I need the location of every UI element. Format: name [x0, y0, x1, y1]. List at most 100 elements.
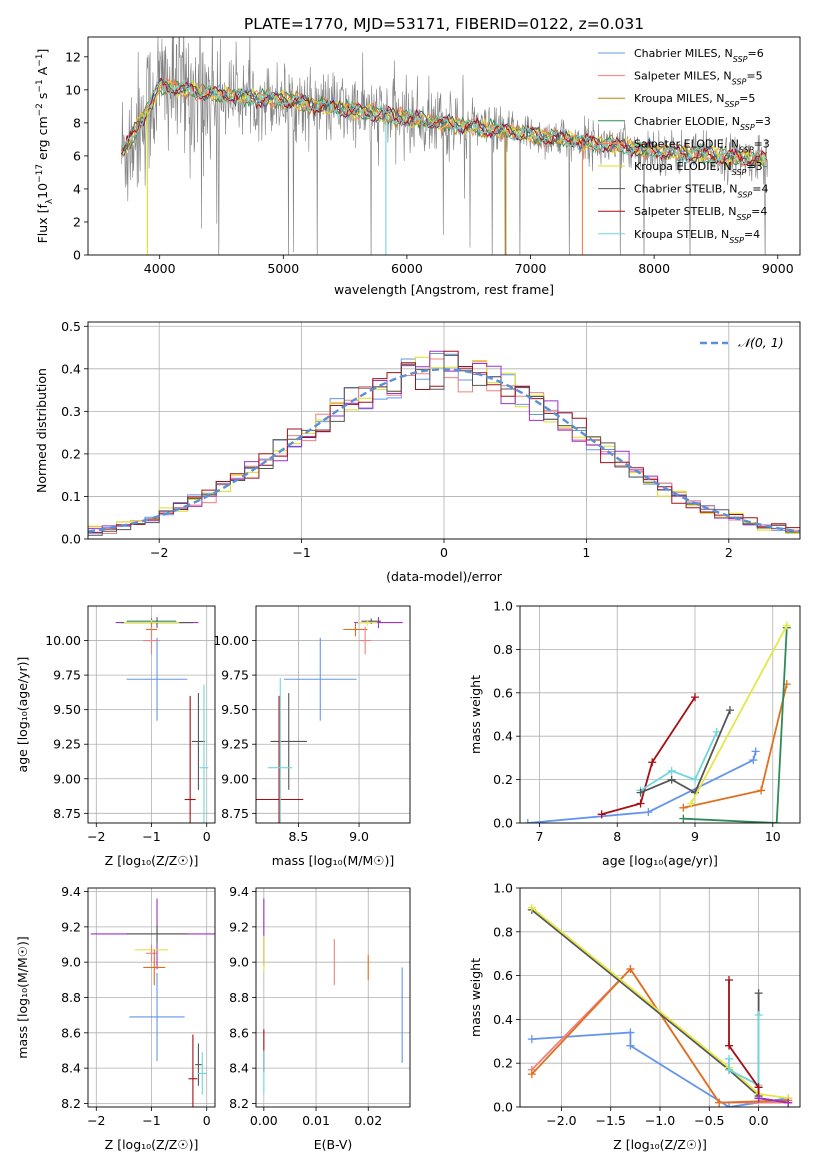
spectrum-ylabel-part: erg cm	[35, 116, 50, 164]
spectrum-ylabel-part: Flux [f	[35, 204, 50, 244]
age_vs_mass-frame	[255, 605, 411, 824]
spectrum-ylabel-part: 10	[35, 183, 50, 199]
spectrum-xtick-label: 7000	[515, 261, 547, 276]
residuals-plot-area	[88, 350, 800, 537]
mass_vs_ebv-frame	[255, 887, 411, 1108]
weight_vs_age-xtick-label: 8	[613, 829, 621, 844]
legend-n: , N	[714, 228, 729, 241]
spectrum-plot-area	[120, 37, 768, 255]
legend-ssp-sub: SSP	[732, 77, 747, 86]
weight_vs_age-point-marker	[679, 803, 688, 812]
weight_vs_age-point-marker	[751, 747, 760, 756]
spectrum-data-line	[121, 37, 768, 255]
legend-series-name: Chabrier MILES	[634, 47, 718, 60]
legend-n: , N	[721, 205, 736, 218]
spectrum-xtick-label: 9000	[762, 261, 794, 276]
spectrum-model-line	[121, 78, 767, 166]
age_vs_Z-ytick-label: 8.75	[53, 806, 81, 821]
weight_vs_age-xlabel: age [log₁₀(age/yr)]	[602, 853, 718, 868]
weight_vs_Z-point-marker	[725, 1103, 734, 1107]
weight_vs_Z-series-line	[531, 967, 789, 1104]
age_vs_Z-ytick-label: 9.75	[53, 668, 81, 683]
age_vs_Z-xlabel: Z [log₁₀(Z/Z☉)]	[105, 853, 199, 868]
residuals-frame	[87, 321, 801, 540]
spectrum-ylabel-part: −2	[35, 103, 45, 116]
mass_vs_ebv-xtick-label: 0.02	[354, 1113, 382, 1128]
weight_vs_age-ytick-label: 0.4	[493, 729, 513, 744]
mass_vs_Z-plot-area	[90, 898, 215, 1107]
age_vs_Z-xtick-label: −2	[87, 829, 105, 844]
residuals-xtick-label: −1	[292, 545, 310, 560]
residuals-xtick-label: 2	[725, 545, 733, 560]
legend-eq: =	[746, 160, 755, 173]
legend-label: Kroupa ELODIE, NSSP=3	[634, 160, 763, 177]
legend-series-name: Kroupa ELODIE	[634, 160, 716, 173]
legend-ssp-sub: SSP	[738, 190, 753, 199]
legend-eq: =	[739, 92, 748, 105]
legend-label: Kroupa STELIB, NSSP=4	[634, 228, 760, 245]
legend-n: , N	[724, 137, 739, 150]
weight_vs_Z-point-marker	[626, 1041, 635, 1050]
residuals-xtick-label: 1	[582, 545, 590, 560]
weight_vs_Z-point-marker	[527, 1070, 536, 1079]
legend-eq: =	[754, 137, 763, 150]
legend-n: , N	[709, 92, 724, 105]
mass_vs_Z-xtick-label: 0	[203, 1113, 211, 1128]
weight_vs_age-point-marker	[772, 819, 781, 823]
spectrum-xtick-label: 6000	[391, 261, 423, 276]
mass_vs_ebv-xtick-label: 0.00	[250, 1113, 278, 1128]
age_vs_mass-ytick-label: 9.50	[221, 702, 249, 717]
weight_vs_age-series-line	[690, 625, 788, 804]
weight_vs_Z-ytick-label: 0.0	[493, 1100, 513, 1115]
weight_vs_Z-point-marker	[784, 1098, 793, 1107]
mass_vs_ebv-ytick-label: 8.2	[229, 1096, 249, 1111]
weight_vs_age-point-marker	[523, 819, 532, 823]
weight_vs_Z-point-marker	[715, 1098, 724, 1107]
mass_vs_Z-xtick-label: −1	[142, 1113, 160, 1128]
weight_vs_Z-plot-area	[527, 903, 793, 1107]
spectrum-ylabel-part: −1	[35, 54, 45, 67]
weight_vs_Z-xtick-label: −1.0	[645, 1113, 675, 1128]
age_vs_mass-ytick-label: 9.75	[221, 668, 249, 683]
legend-ssp-sub: SSP	[724, 100, 739, 109]
age_vs_mass-ytick-label: 8.75	[221, 806, 249, 821]
legend-n-ssp: 3	[756, 160, 763, 173]
weight_vs_age-ytick-label: 0.0	[493, 816, 513, 831]
spectrum-ylabel-part: −17	[35, 164, 45, 183]
mass_vs_Z-ytick-label: 9.4	[61, 884, 81, 899]
age_vs_Z-ytick-label: 9.00	[53, 771, 81, 786]
mass_vs_ebv-xlabel: E(B-V)	[314, 1137, 353, 1152]
legend-series-name: Kroupa STELIB	[634, 228, 714, 241]
mass_vs_Z-ytick-label: 8.6	[61, 1025, 81, 1040]
legend-label: Kroupa MILES, NSSP=5	[634, 92, 755, 109]
spectrum-xlabel: wavelength [Angstrom, rest frame]	[334, 282, 554, 297]
weight_vs_age-point-marker	[691, 693, 699, 702]
spectrum-frame	[87, 36, 801, 256]
spectrum-xtick-label: 8000	[638, 261, 670, 276]
spectrum-ytick-label: 2	[73, 214, 81, 229]
legend-ssp-sub: SSP	[739, 145, 754, 154]
plot-layer: 4000 5000 6000 7000 8000 9000024681012wavelen…	[15, 36, 801, 1152]
legend-ssp-sub: SSP	[729, 235, 744, 244]
legend-series-name: Kroupa MILES	[634, 92, 709, 105]
age_vs_mass-xtick-label: 8.5	[288, 829, 308, 844]
weight_vs_age-point-marker	[667, 775, 676, 784]
spectrum-ytick-label: 0	[73, 248, 81, 263]
spectrum-ylabel-part: A	[35, 66, 50, 79]
legend-eq: =	[751, 205, 760, 218]
age_vs_Z-ylabel: age [log₁₀(age/yr)]	[15, 657, 30, 773]
weight_vs_age-ytick-label: 0.6	[493, 685, 513, 700]
legend-ssp-sub: SSP	[732, 168, 747, 177]
mass_vs_Z-ytick-label: 9.0	[61, 955, 81, 970]
legend-eq: =	[746, 70, 755, 83]
legend-n: , N	[716, 70, 731, 83]
legend-label: Salpeter STELIB, NSSP=4	[634, 205, 767, 222]
legend-label: Chabrier MILES, NSSP=6	[634, 47, 764, 64]
weight_vs_age-point-marker	[636, 799, 645, 808]
legend-eq: =	[744, 228, 753, 241]
normal-curve	[88, 368, 800, 533]
weight_vs_age-point-marker	[679, 814, 688, 823]
spectrum-ylabel-part: λ	[45, 198, 55, 204]
residuals-ytick-label: 0.2	[61, 446, 81, 461]
